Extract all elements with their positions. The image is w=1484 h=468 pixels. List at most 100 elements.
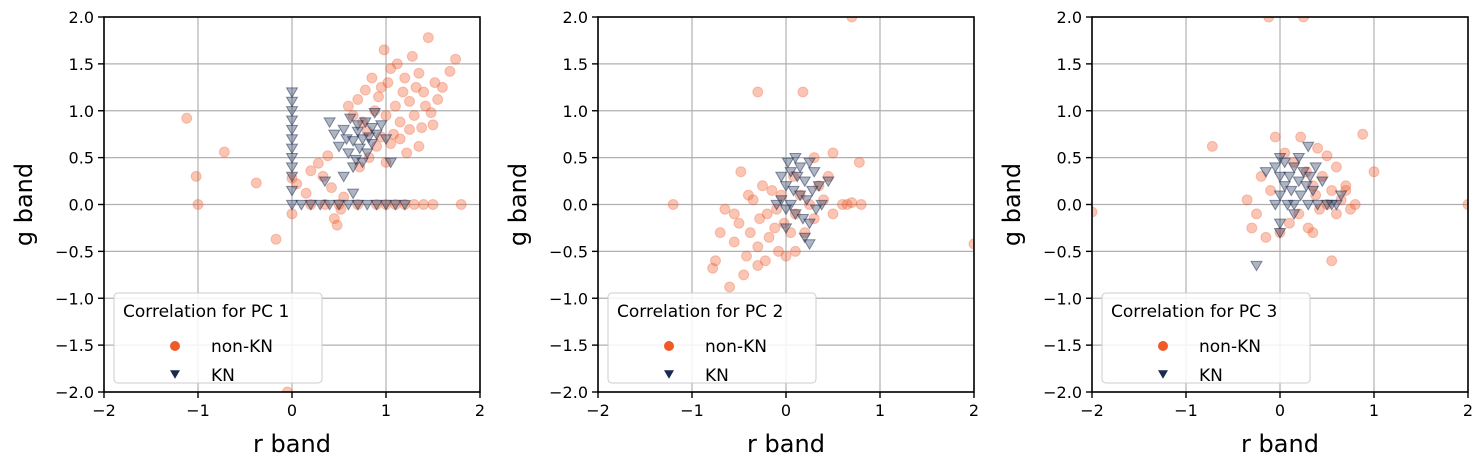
kn-point — [285, 124, 299, 136]
legend-title: Correlation for PC 1 — [123, 302, 289, 322]
nonkn-point — [1368, 166, 1380, 178]
kn-point — [1283, 171, 1296, 183]
nonkn-point — [1241, 194, 1253, 206]
nonkn-point — [1340, 184, 1352, 196]
x-tick-label: 0 — [1275, 401, 1285, 420]
nonkn-point — [455, 199, 467, 210]
nonkn-point — [1326, 255, 1338, 267]
nonkn-point — [410, 81, 422, 93]
kn-point — [337, 171, 351, 183]
nonkn-point — [761, 208, 773, 220]
kn-point — [362, 132, 376, 144]
kn-point — [1315, 176, 1329, 188]
nonkn-point — [822, 170, 834, 182]
nonkn-point — [352, 94, 364, 105]
nonkn-point — [1349, 199, 1361, 210]
nonkn-point — [394, 133, 406, 145]
nonkn-point — [968, 238, 974, 250]
kn-point — [304, 199, 318, 211]
nonkn-point — [427, 199, 439, 210]
x-tick-label: 0 — [287, 401, 297, 420]
legend-nonkn-marker — [1158, 341, 1168, 351]
nonkn-point — [846, 17, 858, 23]
x-tick-label: −2 — [586, 401, 610, 420]
nonkn-point — [450, 53, 462, 65]
nonkn-point — [281, 386, 293, 392]
kn-point — [398, 199, 412, 211]
nonkn-point — [418, 199, 430, 210]
kn-point — [285, 153, 299, 164]
legend: Correlation for PC 3 non-KN KN — [1101, 292, 1311, 386]
nonkn-point — [359, 84, 371, 96]
nonkn-point — [1302, 222, 1314, 234]
kn-point — [1287, 199, 1301, 211]
nonkn-point — [342, 100, 354, 112]
y-tick-label: 2.0 — [69, 8, 94, 27]
kn-point — [323, 199, 336, 211]
y-tick-label: 0.0 — [69, 196, 94, 215]
y-tick-label: 1.5 — [563, 55, 588, 74]
nonkn-point — [328, 213, 340, 225]
kn-point — [285, 171, 299, 183]
nonkn-point — [413, 140, 425, 152]
legend-box — [1101, 292, 1311, 384]
nonkn-point — [733, 217, 745, 229]
legend-entry-nonkn: non-KN — [211, 337, 273, 357]
kn-point — [1284, 185, 1298, 197]
nonkn-point — [1293, 208, 1305, 220]
legend-entry-nonkn: non-KN — [1199, 337, 1261, 357]
nonkn-point — [772, 245, 784, 257]
nonkn-point — [735, 166, 747, 178]
nonkn-point — [1269, 131, 1281, 143]
kn-point — [313, 199, 327, 211]
kn-point — [1309, 162, 1323, 174]
nonkn-point — [1357, 128, 1369, 140]
nonkn-point — [427, 119, 439, 131]
nonkn-point — [404, 124, 415, 135]
nonkn-point — [846, 197, 858, 209]
y-axis-label: g band — [10, 163, 38, 246]
nonkn-point — [1330, 161, 1342, 173]
kn-point — [809, 204, 823, 216]
nonkn-point — [719, 203, 731, 215]
nonkn-point — [769, 222, 781, 234]
nonkn-point — [710, 255, 721, 267]
nonkn-point — [797, 86, 809, 98]
kn-point — [295, 199, 308, 211]
nonkn-point — [853, 156, 865, 168]
nonkn-point — [399, 72, 411, 84]
nonkn-point — [1092, 206, 1098, 218]
nonkn-point — [331, 219, 343, 231]
kn-point — [285, 115, 299, 127]
nonkn-point — [408, 199, 420, 210]
nonkn-point — [190, 170, 202, 182]
kn-point — [1273, 190, 1287, 202]
legend-kn-marker — [1158, 370, 1168, 379]
kn-point — [285, 106, 299, 117]
nonkn-point — [836, 199, 848, 210]
y-tick-label: 0.5 — [69, 149, 94, 168]
kn-point — [1301, 141, 1315, 153]
chart-panel-3: −2 −1 0 1 2 2.0 1.5 1.0 0.5 0.0 −0.5 −1.0 −1.5 −2.0 r … — [998, 8, 1473, 458]
y-tick-label: −2.0 — [549, 383, 588, 402]
nonkn-point — [270, 233, 282, 245]
kn-point — [781, 157, 795, 169]
nonkn-point — [380, 109, 392, 121]
nonkn-point — [300, 187, 312, 199]
y-tick-label: −1.5 — [549, 336, 588, 355]
nonkn-point — [404, 95, 415, 107]
legend-nonkn-marker — [170, 341, 180, 351]
x-tick-label: 1 — [1369, 401, 1379, 420]
y-tick-label: 0.0 — [1057, 196, 1082, 215]
x-tick-label: −1 — [186, 401, 210, 420]
kn-point — [379, 199, 393, 211]
kn-point — [779, 223, 793, 235]
kn-point — [807, 167, 821, 178]
chart-panel-1: −2 −1 0 1 2 2.0 1.5 1.0 0.5 0.0 −0.5 −1.0 −1.5 −2.0 r … — [10, 8, 485, 458]
kn-point — [798, 232, 812, 244]
y-tick-label: 1.0 — [69, 102, 94, 121]
kn-point — [332, 199, 346, 211]
kn-point — [368, 108, 382, 119]
